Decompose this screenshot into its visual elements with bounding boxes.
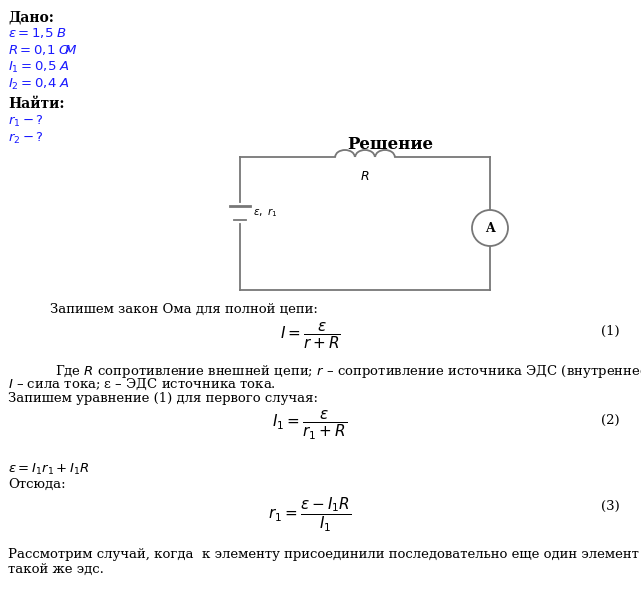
Text: $\varepsilon = I_1 r_1 + I_1 R$: $\varepsilon = I_1 r_1 + I_1 R$ bbox=[8, 462, 90, 477]
Text: (1): (1) bbox=[601, 325, 620, 338]
Text: (3): (3) bbox=[601, 500, 620, 513]
Text: Рассмотрим случай, когда  к элементу присоединили последовательно еще один элеме: Рассмотрим случай, когда к элементу прис… bbox=[8, 548, 641, 561]
Circle shape bbox=[472, 210, 508, 246]
Text: $I = \dfrac{\varepsilon}{r + R}$: $I = \dfrac{\varepsilon}{r + R}$ bbox=[279, 321, 340, 351]
Text: Где $R$ сопротивление внешней цепи; $r$ – сопротивление источника ЭДС (внутренне: Где $R$ сопротивление внешней цепи; $r$ … bbox=[55, 363, 641, 380]
Text: $r_1 - ?$: $r_1 - ?$ bbox=[8, 114, 44, 129]
Text: Запишем уравнение (1) для первого случая:: Запишем уравнение (1) для первого случая… bbox=[8, 392, 318, 405]
Text: $r_2 - ?$: $r_2 - ?$ bbox=[8, 131, 44, 146]
Text: Запишем закон Ома для полной цепи:: Запишем закон Ома для полной цепи: bbox=[50, 303, 318, 316]
Text: $R = 0{,}1\ \mathit{O\!\mathit{\!M}}$: $R = 0{,}1\ \mathit{O\!\mathit{\!M}}$ bbox=[8, 43, 78, 57]
Text: $R$: $R$ bbox=[360, 170, 370, 183]
Text: A: A bbox=[485, 221, 495, 234]
Text: $I$ – сила тока; ε – ЭДС источника тока.: $I$ – сила тока; ε – ЭДС источника тока. bbox=[8, 377, 276, 392]
Text: Найти:: Найти: bbox=[8, 97, 65, 111]
Text: $\varepsilon,\ r_1$: $\varepsilon,\ r_1$ bbox=[253, 206, 278, 219]
Text: $\varepsilon = 1{,}5\ \mathit{B}$: $\varepsilon = 1{,}5\ \mathit{B}$ bbox=[8, 26, 67, 40]
Text: $r_1 = \dfrac{\varepsilon - I_1 R}{I_1}$: $r_1 = \dfrac{\varepsilon - I_1 R}{I_1}$ bbox=[268, 496, 352, 534]
Text: Отсюда:: Отсюда: bbox=[8, 478, 65, 491]
Text: $I_1 = \dfrac{\varepsilon}{r_1 + R}$: $I_1 = \dfrac{\varepsilon}{r_1 + R}$ bbox=[272, 410, 347, 443]
Text: Решение: Решение bbox=[347, 136, 433, 153]
Text: (2): (2) bbox=[601, 414, 620, 427]
Text: такой же эдс.: такой же эдс. bbox=[8, 563, 104, 576]
Text: Дано:: Дано: bbox=[8, 10, 54, 24]
Text: $I_1 = 0{,}5\ \mathit{A}$: $I_1 = 0{,}5\ \mathit{A}$ bbox=[8, 60, 70, 75]
Text: $I_2 = 0{,}4\ \mathit{A}$: $I_2 = 0{,}4\ \mathit{A}$ bbox=[8, 77, 70, 92]
